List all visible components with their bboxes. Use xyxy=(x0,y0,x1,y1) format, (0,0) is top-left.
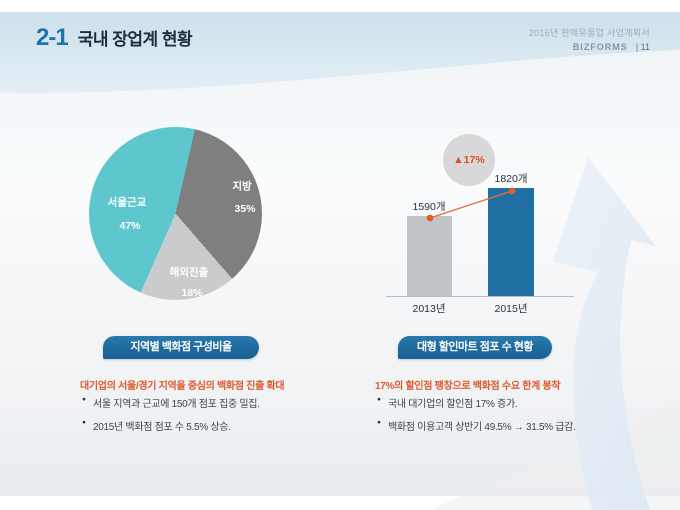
pie-label-seoul: 서울근교 xyxy=(107,196,147,209)
page-number: | 11 xyxy=(635,41,650,52)
pie-label-jibang: 지방 xyxy=(232,180,252,193)
right-bullet-1: 국내 대기업의 할인점 17% 증가. xyxy=(377,395,576,410)
category-2015: 2015년 xyxy=(494,303,528,315)
title-text: 국내 장업계 현황 xyxy=(77,30,193,49)
pie-pct-seoul: 47% xyxy=(119,220,141,232)
x-axis-line xyxy=(386,296,574,297)
header-meta: 2016년 판매유통업 사업계획서 BIZFORMS | 11 xyxy=(529,27,650,54)
section-header-left: 지역별 백화점 구성비율 xyxy=(103,336,259,359)
section-header-right: 대형 할인마트 점포 수 현황 xyxy=(398,336,552,359)
bar-value-2013: 1590개 xyxy=(412,201,446,213)
right-bullet-2: 백화점 이용고객 상반기 49.5% → 31.5% 급감. xyxy=(377,418,576,433)
pie-chart: 지방 35% 해외진출 18% 서울근교 47% xyxy=(89,127,262,300)
category-2013: 2013년 xyxy=(412,303,446,315)
brand-logo: BIZFORMS xyxy=(572,41,628,52)
growth-badge-text: ▲17% xyxy=(453,154,485,166)
bar-value-2015: 1820개 xyxy=(494,173,528,185)
doc-title: 2016년 판매유통업 사업계획서 xyxy=(528,28,650,38)
pie-label-haeoe: 해외진출 xyxy=(169,266,209,279)
pie-pct-jibang: 35% xyxy=(234,203,256,215)
left-bullet-list: 서울 지역과 근교에 150개 점포 집중 밀집. 2015년 백화점 점포 수… xyxy=(82,395,260,441)
pie-pct-haeoe: 18% xyxy=(181,287,203,299)
growth-arrow-graphic xyxy=(553,157,656,510)
left-bullet-2: 2015년 백화점 점포 수 5.5% 상승. xyxy=(82,418,260,433)
brand-line: BIZFORMS | 11 xyxy=(529,41,650,55)
bar-2015 xyxy=(488,188,534,297)
title-number: 2-1 xyxy=(36,24,69,51)
right-bullet-list: 국내 대기업의 할인점 17% 증가. 백화점 이용고객 상반기 49.5% →… xyxy=(377,395,576,441)
header-band xyxy=(0,12,680,94)
right-headline: 17%의 할인점 팽창으로 백화점 수요 한계 봉착 xyxy=(375,381,561,392)
page-title: 2-1 국내 장업계 현황 xyxy=(36,24,193,52)
growth-badge: ▲17% xyxy=(443,134,495,186)
bar-2013 xyxy=(407,216,452,297)
left-headline: 대기업의 서울/경기 지역을 중심의 백화점 진출 확대 xyxy=(80,381,285,392)
left-bullet-1: 서울 지역과 근교에 150개 점포 집중 밀집. xyxy=(82,395,260,410)
